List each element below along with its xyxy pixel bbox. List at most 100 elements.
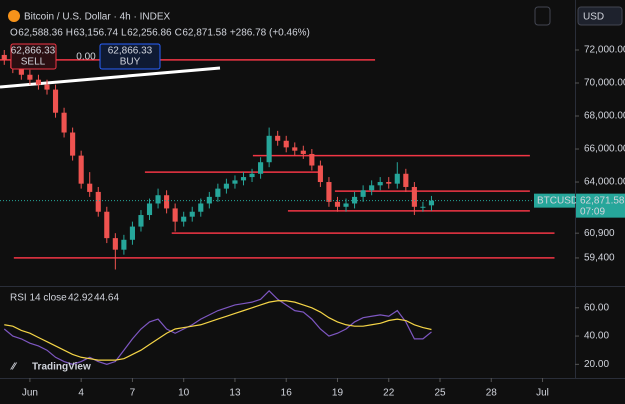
- x-tick-label: 7: [130, 388, 136, 399]
- ohlc-value: C: [175, 28, 182, 39]
- candle-body: [138, 215, 144, 227]
- y-tick-label: 40.00: [584, 331, 609, 342]
- y-tick-label: 60.00: [584, 302, 609, 313]
- x-tick-label: 10: [178, 388, 190, 399]
- candle-body: [317, 165, 323, 183]
- candle-body: [95, 191, 101, 212]
- candle-body: [27, 74, 33, 80]
- candle-body: [172, 208, 178, 222]
- x-tick-label: 25: [434, 388, 446, 399]
- candle-body: [112, 238, 118, 250]
- candle-body: [44, 84, 50, 90]
- candle-body: [369, 185, 375, 191]
- buy-price[interactable]: 62,866.33: [108, 46, 153, 57]
- candle-body: [155, 195, 161, 204]
- candle-body: [18, 68, 24, 75]
- ohlc-value: H: [66, 28, 73, 39]
- sell-price[interactable]: 62,866.33: [11, 46, 56, 57]
- x-tick-label: 28: [486, 388, 498, 399]
- ohlc-value: L: [121, 28, 127, 39]
- ohlc-value: 63,156.74: [74, 28, 119, 39]
- candle-body: [223, 183, 229, 189]
- price-tag-symbol-bg: [534, 193, 575, 208]
- candle-body: [403, 173, 409, 187]
- currency[interactable]: USD: [583, 12, 604, 23]
- x-tick-label: 13: [229, 388, 241, 399]
- rsi-ma-value: 44.64: [94, 293, 119, 304]
- x-tick-label: 16: [281, 388, 293, 399]
- y-tick-label: 72,000.00: [584, 45, 625, 56]
- price-tag-countdown: 07:09: [580, 206, 605, 217]
- buy-label[interactable]: BUY: [120, 57, 141, 68]
- candle-body: [146, 203, 153, 216]
- candle-body: [198, 203, 204, 212]
- candle-body: [275, 135, 281, 141]
- sell-label[interactable]: SELL: [21, 57, 46, 68]
- candle-body: [78, 155, 84, 184]
- candle-body: [240, 177, 247, 181]
- currency-button[interactable]: [577, 6, 623, 26]
- ohlc-value: +286.78 (+0.46%): [230, 28, 310, 39]
- x-tick-label: 19: [332, 388, 344, 399]
- y-tick-label: 64,000.00: [584, 177, 625, 188]
- candle-body: [258, 162, 264, 174]
- ohlc-value: 62,871.58: [182, 28, 227, 39]
- candle-body: [309, 153, 315, 166]
- y-tick-label: 59,400: [584, 253, 615, 264]
- candle-body: [326, 182, 332, 202]
- y-tick-label: 60,900: [584, 228, 615, 239]
- candle-body: [121, 239, 127, 250]
- candle-body: [411, 186, 417, 207]
- candle-body: [181, 216, 187, 222]
- candle-body: [70, 132, 76, 156]
- logo: TradingView: [32, 362, 91, 373]
- candle-body: [266, 135, 272, 163]
- y-tick-label: 66,000.00: [584, 144, 625, 155]
- candle-body: [215, 188, 221, 197]
- candle-body: [232, 180, 238, 184]
- y-tick-label: 70,000.00: [584, 78, 625, 89]
- candle-body: [164, 195, 170, 209]
- candle-body: [249, 173, 255, 178]
- ohlc-value: O: [10, 28, 18, 39]
- x-tick-label: Jul: [536, 388, 549, 399]
- ohlc-value: 62,256.86: [127, 28, 172, 39]
- price-tag-price: 62,871.58: [580, 195, 625, 206]
- y-tick-label: 20.00: [584, 359, 609, 370]
- ohlc-value: 62,588.36: [18, 28, 63, 39]
- symbol-title[interactable]: Bitcoin / U.S. Dollar · 4h · INDEX: [24, 12, 170, 23]
- candle-body: [292, 147, 298, 151]
- download-button[interactable]: [534, 6, 551, 26]
- candle-body: [343, 203, 349, 207]
- candle-body: [377, 182, 383, 186]
- candle-body: [300, 150, 306, 154]
- buy-button[interactable]: [99, 43, 161, 70]
- candle-body: [52, 89, 59, 113]
- rsi-line: [4, 300, 432, 361]
- rsi-line: [3, 289, 432, 365]
- logo-icon: ⁄⁄: [10, 362, 18, 373]
- sell-button[interactable]: [10, 43, 57, 70]
- price-tag-symbol: BTCUSD: [537, 195, 578, 206]
- candle-body: [360, 190, 366, 197]
- rsi-name: RSI 14 close: [10, 293, 67, 304]
- y-tick-label: 68,000.00: [584, 111, 625, 122]
- spread: 0.00: [76, 52, 96, 63]
- x-tick-label: Jun: [22, 388, 38, 399]
- rsi-value: 42.92: [68, 293, 93, 304]
- candle-body: [420, 206, 426, 208]
- candle-body: [206, 196, 212, 204]
- candle-body: [61, 112, 67, 133]
- x-tick-label: 22: [383, 388, 395, 399]
- candle-body: [1, 54, 7, 60]
- candle-body: [283, 140, 289, 148]
- candle-body: [394, 173, 400, 184]
- candle-body: [35, 79, 42, 85]
- candle-body: [189, 211, 195, 217]
- candle-body: [129, 226, 135, 240]
- candle-body: [428, 200, 435, 206]
- candle-body: [386, 182, 392, 184]
- candle-body: [87, 183, 93, 192]
